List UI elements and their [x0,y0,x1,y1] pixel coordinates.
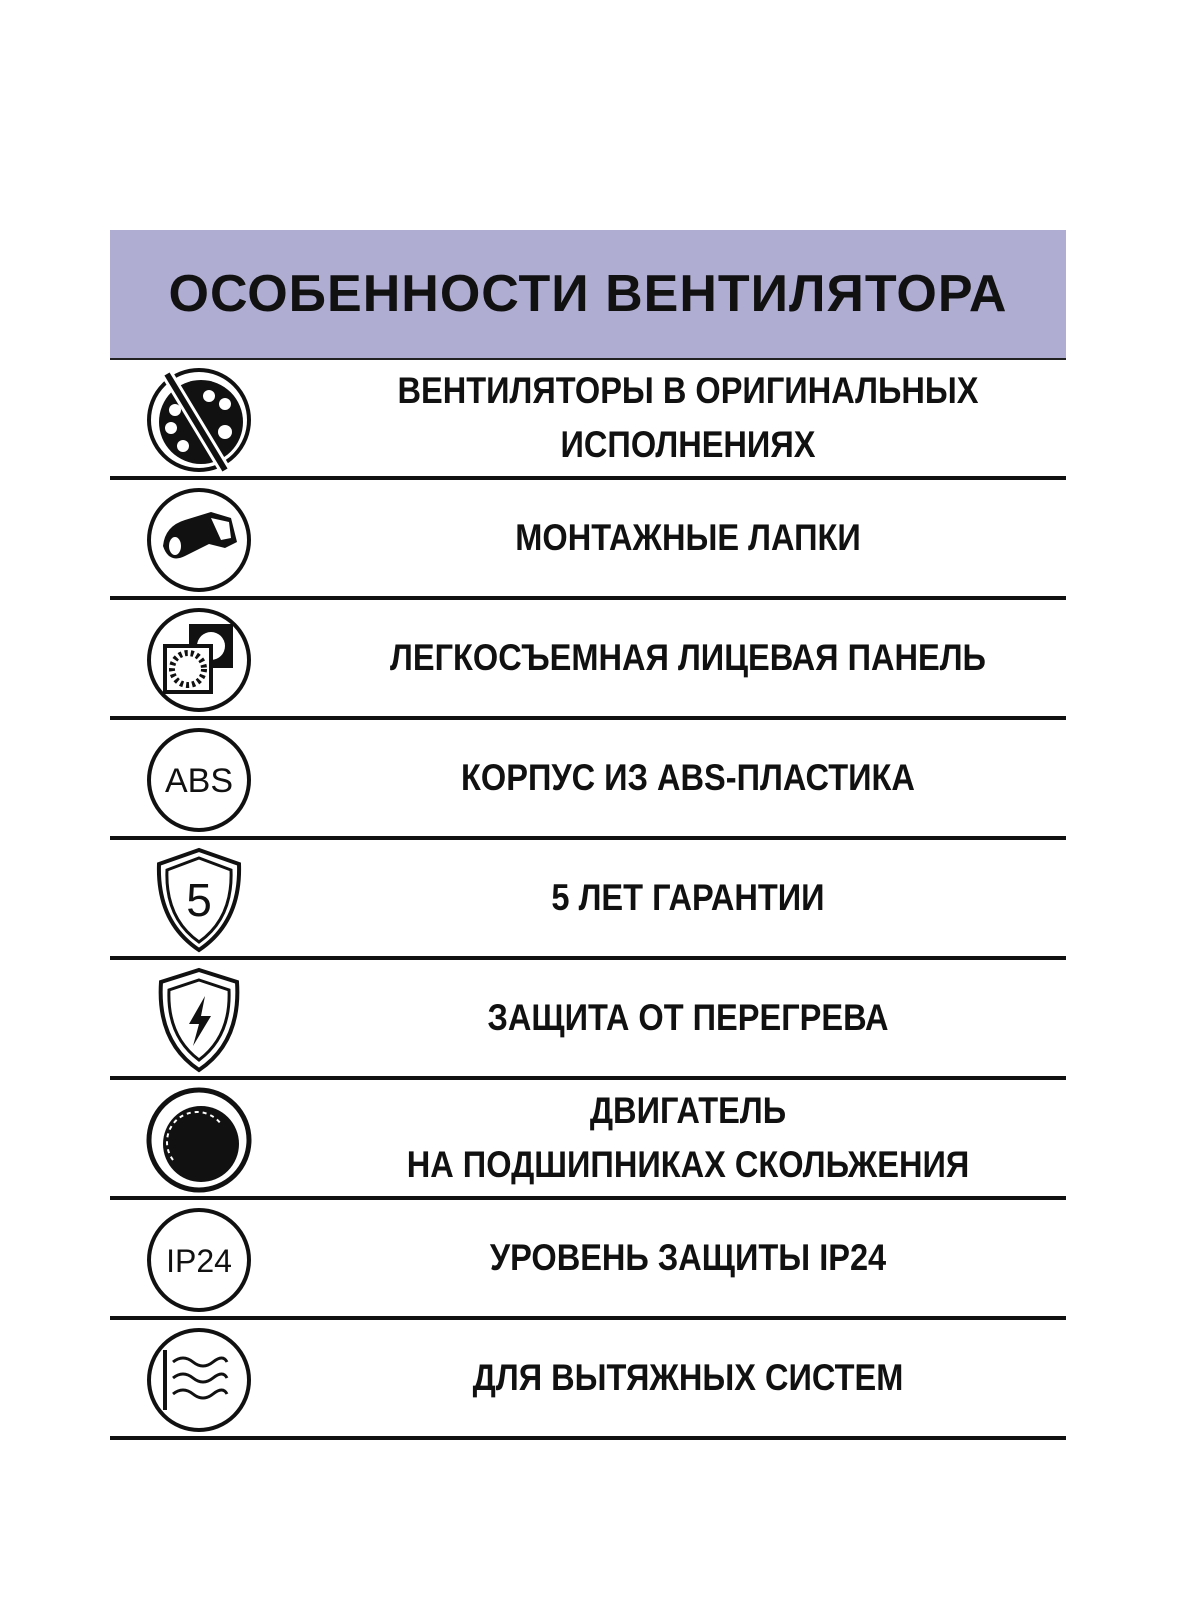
feature-row: ВЕНТИЛЯТОРЫ В ОРИГИНАЛЬНЫХ ИСПОЛНЕНИЯХ [110,360,1066,480]
feature-label: ДВИГАТЕЛЬ НА ПОДШИПНИКАХ СКОЛЬЖЕНИЯ [406,1090,970,1185]
feature-label: УРОВЕНЬ ЗАЩИТЫ IP24 [489,1237,887,1278]
feature-label: КОРПУС ИЗ ABS-ПЛАСТИКА [461,757,915,798]
feature-label: ЛЕГКОСЪЕМНАЯ ЛИЦЕВАЯ ПАНЕЛЬ [390,637,986,678]
mounting-bracket-icon [147,488,251,592]
feature-row: 5 5 ЛЕТ ГАРАНТИИ [110,840,1066,960]
feature-label: ДЛЯ ВЫТЯЖНЫХ СИСТЕМ [472,1357,904,1398]
feature-row: ЗАЩИТА ОТ ПЕРЕГРЕВА [110,960,1066,1080]
feature-label: 5 ЛЕТ ГАРАНТИИ [551,877,825,918]
header-banner: ОСОБЕННОСТИ ВЕНТИЛЯТОРА [110,230,1066,360]
svg-text:IP24: IP24 [166,1243,232,1279]
exhaust-airflow-icon [147,1328,251,1432]
feature-label: ЗАЩИТА ОТ ПЕРЕГРЕВА [487,997,889,1038]
feature-label: ВЕНТИЛЯТОРЫ В ОРИГИНАЛЬНЫХ ИСПОЛНЕНИЯХ [397,370,979,465]
feature-row: IP24 УРОВЕНЬ ЗАЩИТЫ IP24 [110,1200,1066,1320]
lightning-shield-icon [158,967,240,1073]
feature-row: ДЛЯ ВЫТЯЖНЫХ СИСТЕМ [110,1320,1066,1440]
feature-row: ЛЕГКОСЪЕМНАЯ ЛИЦЕВАЯ ПАНЕЛЬ [110,600,1066,720]
palette-icon [147,368,251,474]
ip24-icon: IP24 [147,1208,251,1312]
feature-row: ABS КОРПУС ИЗ ABS-ПЛАСТИКА [110,720,1066,840]
svg-text:ABS: ABS [165,762,233,800]
feature-row: ДВИГАТЕЛЬ НА ПОДШИПНИКАХ СКОЛЬЖЕНИЯ [110,1080,1066,1200]
motor-icon [146,1087,252,1193]
feature-label: МОНТАЖНЫЕ ЛАПКИ [515,517,861,558]
removable-panel-icon [147,608,251,712]
page-title: ОСОБЕННОСТИ ВЕНТИЛЯТОРА [168,265,1008,323]
warranty-shield-icon: 5 [156,847,242,953]
feature-row: МОНТАЖНЫЕ ЛАПКИ [110,480,1066,600]
svg-text:5: 5 [186,874,212,926]
abs-icon: ABS [147,728,251,832]
features-table: ОСОБЕННОСТИ ВЕНТИЛЯТОРА ВЕНТИЛЯТОРЫ В ОР… [110,230,1066,1440]
